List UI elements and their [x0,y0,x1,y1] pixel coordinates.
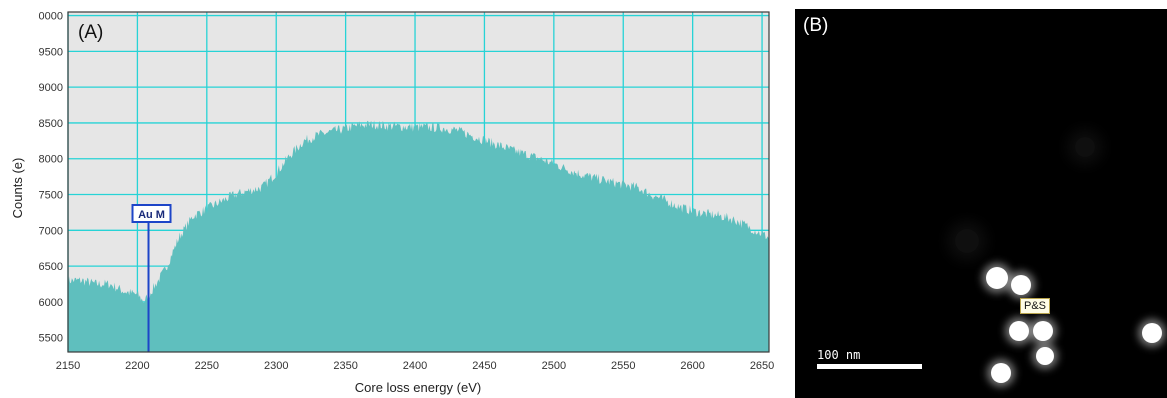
y-axis-title: Counts (e) [10,158,25,219]
y-tick-label: 7500 [39,190,63,202]
au-m-marker: Au M [131,204,172,352]
x-tick-label: 2300 [264,360,288,372]
x-tick-label: 2150 [56,360,80,372]
y-tick-label: 0000 [39,11,63,23]
scale-bar [817,364,922,369]
nanoparticle [1033,321,1053,341]
panel-b-letter: (B) [803,15,829,36]
x-tick-label: 2400 [403,360,427,372]
au-m-marker-box [131,204,172,223]
nanoparticle [986,267,1008,289]
x-tick-label: 2650 [750,360,774,372]
y-tick-label: 6500 [39,261,63,273]
plot-frame [67,11,770,353]
y-tick-labels: 5500 6000 6500 7000 7500 8000 8500 9000 9500 0000 [39,11,63,345]
tem-image-panel: (B) P&S 100 nm [795,9,1167,398]
y-tick-label: 8000 [39,154,63,166]
x-axis-title: Core loss energy (eV) [355,380,481,395]
nanoparticle [1011,275,1031,295]
nanoparticle [991,363,1011,383]
y-tick-label: 7000 [39,225,63,237]
spectrum-area [68,120,769,352]
background-haze [955,229,979,253]
y-tick-label: 9500 [39,46,63,58]
nanoparticle [1142,323,1162,343]
y-tick-label: 9000 [39,82,63,94]
x-tick-label: 2550 [611,360,635,372]
x-tick-label: 2200 [125,360,149,372]
background-haze [1075,137,1095,157]
spectrum-chart: Au M 2150 2200 2250 2300 2350 2400 2450 2500 255… [10,11,775,395]
x-tick-label: 2250 [195,360,219,372]
x-tick-label: 2500 [542,360,566,372]
ps-annotation: P&S [1020,298,1051,314]
nanoparticle [1036,347,1054,365]
y-tick-label: 6000 [39,297,63,309]
x-tick-label: 2450 [472,360,496,372]
scale-bar-label: 100 nm [817,348,861,362]
y-tick-label: 5500 [39,333,63,345]
nanoparticle [1009,321,1029,341]
x-tick-label: 2600 [680,360,704,372]
panel-a-letter: (A) [78,22,103,43]
au-m-marker-label: Au M [138,209,165,221]
y-tick-label: 8500 [39,118,63,130]
x-tick-labels: 2150 2200 2250 2300 2350 2400 2450 2500 2550 2600… [56,360,775,372]
x-tick-label: 2350 [333,360,357,372]
